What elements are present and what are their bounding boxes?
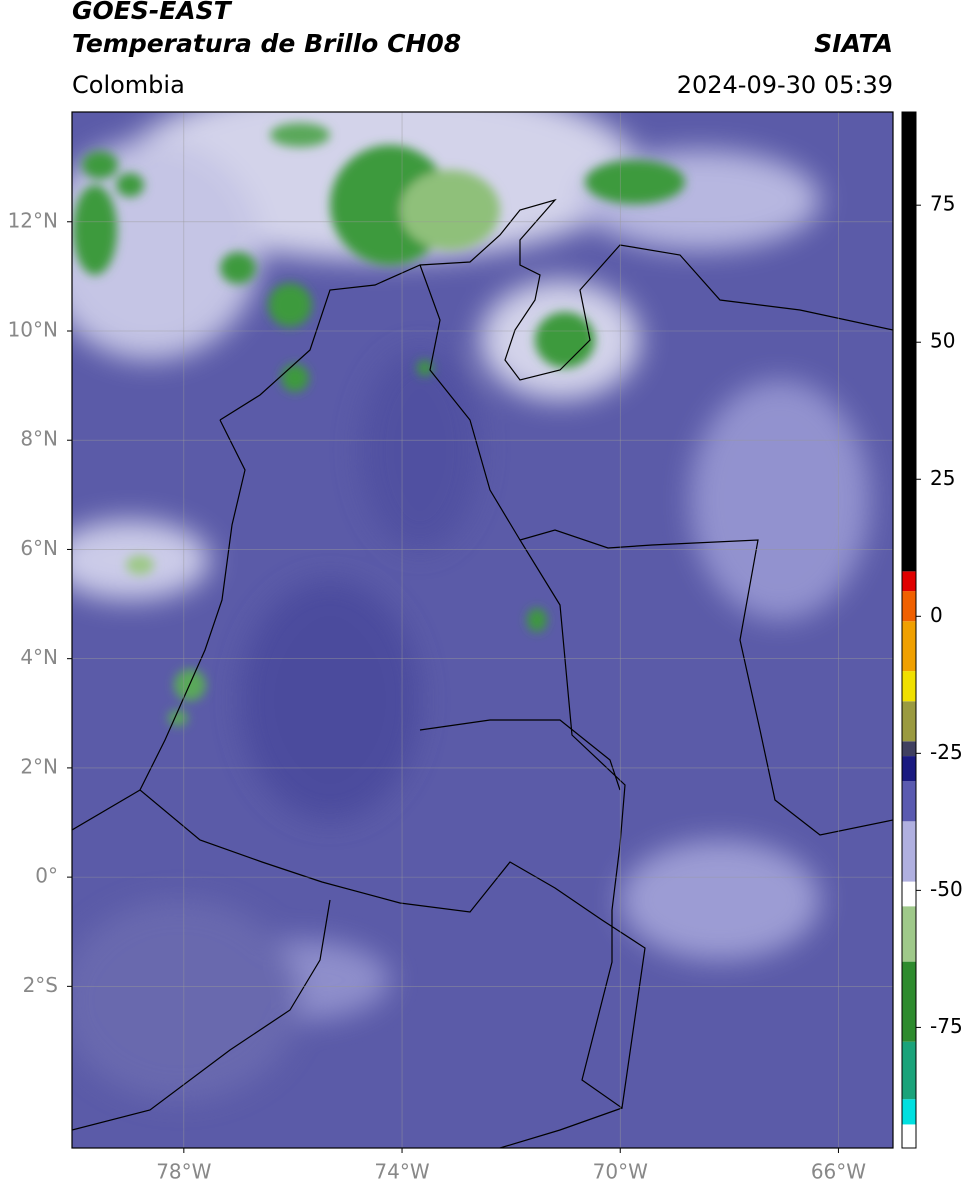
colorbar-tick-label: 0 <box>930 603 943 627</box>
colorbar-tick-label: -50 <box>930 877 963 901</box>
colorbar-segment <box>902 756 916 782</box>
x-tick-label: 70°W <box>593 1160 648 1184</box>
colorbar-segment <box>902 906 916 962</box>
colorbar-segment <box>902 1099 916 1125</box>
satellite: GOES-EAST <box>72 0 233 25</box>
y-tick-label: 8°N <box>20 427 58 451</box>
colorbar-segment <box>902 741 916 757</box>
colorbar-segment <box>902 781 916 822</box>
colorbar-segment <box>902 671 916 702</box>
colorbar-segment <box>902 1124 916 1148</box>
colorbar-tick-label: 75 <box>930 192 955 216</box>
colorbar-tick-label: -25 <box>930 740 963 764</box>
colorbar-tick-label: 25 <box>930 466 955 490</box>
colorbar-segment <box>902 571 916 592</box>
x-tick-label: 74°W <box>374 1160 429 1184</box>
colorbar-frame <box>901 111 917 1149</box>
colorbar-segment <box>902 821 916 882</box>
map-frame <box>71 111 894 1149</box>
x-tick-label: 66°W <box>811 1160 866 1184</box>
y-tick-label: 0° <box>35 864 58 888</box>
colorbar-segment <box>902 881 916 907</box>
colorbar-tick-label: -75 <box>930 1014 963 1038</box>
colorbar-segment <box>902 961 916 1042</box>
colorbar-segment <box>902 1041 916 1100</box>
colorbar-segment <box>902 112 916 572</box>
y-tick-label: 10°N <box>8 317 58 341</box>
y-tick-label: 2°S <box>23 973 58 997</box>
colorbar-tick-label: 50 <box>930 329 955 353</box>
colorbar-segment <box>902 621 916 672</box>
region: Colombia <box>72 71 185 99</box>
y-tick-label: 12°N <box>8 208 58 232</box>
y-tick-label: 2°N <box>20 754 58 778</box>
map-image <box>72 112 893 1148</box>
x-tick-label: 78°W <box>156 1160 211 1184</box>
source: SIATA <box>814 29 893 58</box>
y-tick-label: 4°N <box>20 645 58 669</box>
y-tick-label: 6°N <box>20 536 58 560</box>
product: Temperatura de Brillo CH08 <box>72 29 461 58</box>
colorbar-segment <box>902 591 916 622</box>
borders <box>72 198 893 1148</box>
colorbar-segment <box>902 701 916 742</box>
datetime: 2024-09-30 05:39 <box>677 71 893 99</box>
